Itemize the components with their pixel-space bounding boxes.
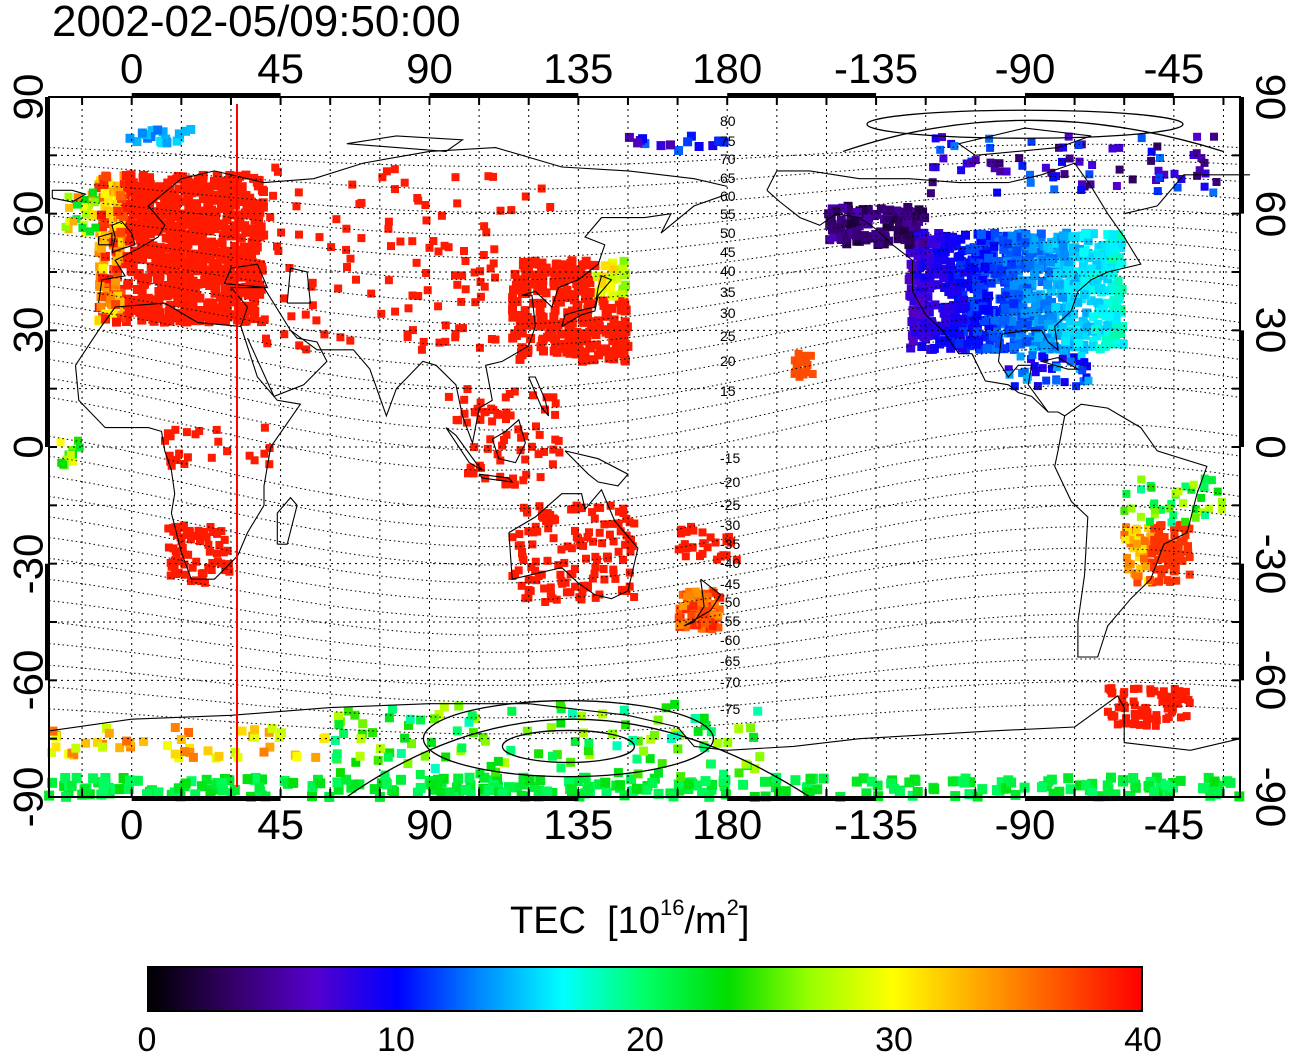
contour-label: 35	[720, 284, 736, 300]
contour-label: -65	[720, 653, 740, 669]
contour-label: 40	[720, 263, 736, 279]
contour-label: 30	[720, 305, 736, 321]
longitude-tick-label: 135	[543, 45, 614, 92]
contour-label: 70	[720, 151, 736, 167]
longitude-tick-label: 0	[120, 801, 144, 848]
frame-ticks	[45, 93, 1244, 801]
longitude-tick-label: 180	[692, 801, 763, 848]
contour-label: 75	[720, 133, 736, 149]
longitude-tick-label: 45	[257, 45, 304, 92]
contour-label: 25	[720, 328, 736, 344]
longitude-tick-label: -135	[834, 801, 919, 848]
contour-label: 60	[720, 188, 736, 204]
longitude-tick-label: -45	[1143, 801, 1205, 848]
contour-label: -20	[720, 474, 740, 490]
colorbar-tick-label: 0	[137, 1021, 157, 1059]
longitude-tick-label: -45	[1143, 45, 1205, 92]
longitude-tick-label: -135	[834, 45, 919, 92]
auroral-contours	[346, 109, 1224, 798]
contour-label: -50	[720, 594, 740, 610]
colorbar-tick-label: 20	[626, 1021, 664, 1059]
magnetic-latitude-contours	[48, 143, 1241, 735]
contour-label: -15	[720, 450, 740, 466]
colorbar-title: TEC [1016/m2]	[510, 895, 750, 943]
longitude-tick-label: 135	[543, 801, 614, 848]
contour-label: 15	[720, 383, 736, 399]
colorbar-tick-label: 10	[377, 1021, 415, 1059]
contour-label: -60	[720, 632, 740, 648]
coastlines	[48, 127, 1250, 751]
longitude-tick-label: 90	[406, 801, 453, 848]
contour-label: 50	[720, 225, 736, 241]
contour-label: -40	[720, 555, 740, 571]
contour-label: -30	[720, 517, 740, 533]
colorbar-tick-label: 40	[1124, 1021, 1162, 1059]
contour-label: 20	[720, 353, 736, 369]
contour-label: -25	[720, 497, 740, 513]
longitude-tick-label: 45	[257, 801, 304, 848]
longitude-tick-label: -90	[994, 45, 1056, 92]
contour-label: -45	[720, 576, 740, 592]
tec-colorbar	[147, 966, 1143, 1012]
contour-label: -75	[720, 701, 740, 717]
bottom-longitude-axis: 0 45 90 135 180 -135 -90 -45	[0, 800, 1292, 852]
colorbar-tick-label: 30	[875, 1021, 913, 1059]
longitude-tick-label: 0	[120, 45, 144, 92]
contour-label: 45	[720, 244, 736, 260]
map-timestamp: 2002-02-05/09:50:00	[52, 0, 461, 46]
contour-label: 65	[720, 170, 736, 186]
longitude-tick-label: 90	[406, 45, 453, 92]
contour-label: -55	[720, 613, 740, 629]
map-gridlines	[49, 97, 1240, 797]
contour-labels: 80 75 70 65 60 55 50 45 40 35 30 25 20 15 -15 -20 -25 -30…	[720, 113, 740, 717]
tec-data-cells	[44, 125, 1245, 802]
contour-label: -35	[720, 536, 740, 552]
top-longitude-axis: 0 45 90 135 180 -135 -90 -45	[0, 44, 1292, 96]
contour-label: 80	[720, 113, 736, 129]
longitude-tick-label: 180	[692, 45, 763, 92]
longitude-tick-label: -90	[994, 801, 1056, 848]
contour-label: -70	[720, 674, 740, 690]
contour-label: 55	[720, 206, 736, 222]
